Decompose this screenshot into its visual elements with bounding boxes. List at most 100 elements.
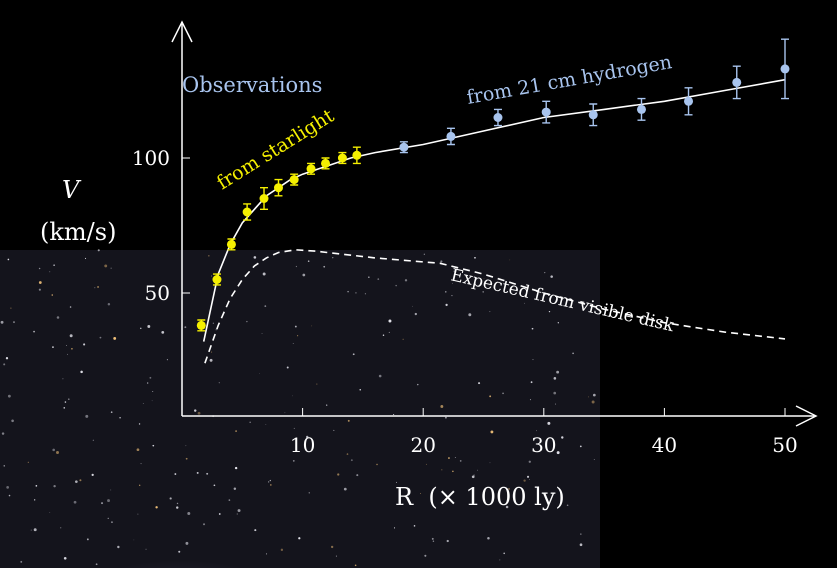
- star: [99, 336, 102, 339]
- star: [376, 463, 378, 466]
- star: [423, 253, 425, 255]
- star: [20, 560, 23, 563]
- star: [38, 267, 41, 270]
- star: [11, 419, 14, 423]
- y-tick-label: 50: [145, 281, 170, 305]
- data-point: [446, 131, 456, 141]
- star: [228, 499, 231, 501]
- star: [396, 481, 398, 483]
- star: [411, 305, 413, 307]
- star: [149, 376, 152, 379]
- star: [347, 290, 349, 293]
- star: [38, 281, 42, 284]
- star: [489, 311, 491, 313]
- y-axis-unit: (km/s): [40, 218, 116, 246]
- star: [56, 451, 59, 455]
- star: [452, 282, 454, 284]
- star: [326, 404, 328, 406]
- data-point: [242, 207, 252, 217]
- star: [323, 265, 326, 268]
- star: [178, 550, 181, 553]
- star: [477, 469, 479, 471]
- annotation-observations: Observations: [182, 73, 322, 97]
- star: [35, 484, 38, 487]
- star: [53, 264, 55, 266]
- star: [13, 321, 15, 324]
- star: [572, 352, 574, 355]
- x-tick-label: 20: [410, 433, 435, 457]
- star: [532, 358, 534, 361]
- star: [138, 423, 141, 425]
- star: [499, 559, 501, 561]
- star: [97, 286, 99, 288]
- star: [140, 327, 142, 330]
- star: [262, 272, 266, 276]
- star: [84, 257, 87, 259]
- star: [395, 284, 397, 287]
- star: [302, 273, 306, 277]
- data-point: [337, 153, 347, 163]
- star: [233, 487, 237, 490]
- star: [307, 260, 310, 262]
- star: [155, 506, 158, 509]
- star: [30, 529, 32, 531]
- star: [107, 517, 109, 520]
- star: [388, 331, 390, 333]
- star: [524, 302, 525, 304]
- star: [530, 381, 533, 384]
- star: [483, 493, 485, 495]
- star: [218, 382, 220, 384]
- star: [213, 484, 216, 487]
- star: [269, 479, 272, 482]
- star: [557, 322, 559, 324]
- star: [445, 303, 448, 307]
- star: [346, 453, 349, 455]
- star: [333, 429, 335, 431]
- star: [402, 338, 404, 340]
- star: [246, 320, 248, 323]
- star: [147, 325, 151, 328]
- star: [5, 357, 9, 360]
- annotation-hydrogen: from 21 cm hydrogen: [465, 51, 673, 109]
- star: [203, 523, 206, 526]
- star: [330, 545, 334, 549]
- star: [523, 479, 526, 482]
- star: [529, 479, 530, 480]
- star: [85, 414, 89, 418]
- star: [110, 411, 113, 413]
- x-axis-arrow: [795, 405, 818, 427]
- star: [561, 436, 564, 439]
- star: [161, 330, 165, 334]
- star: [111, 521, 113, 524]
- star: [137, 513, 139, 515]
- star: [33, 528, 37, 532]
- star: [377, 278, 380, 280]
- star: [425, 463, 427, 465]
- star: [259, 373, 260, 374]
- star: [139, 484, 141, 486]
- star: [350, 459, 353, 462]
- star: [56, 316, 60, 319]
- star: [337, 473, 340, 476]
- star: [8, 494, 11, 497]
- star: [355, 292, 357, 294]
- star: [364, 293, 367, 295]
- data-point: [226, 239, 236, 249]
- y-tick-label: 100: [132, 146, 170, 170]
- star: [152, 391, 154, 393]
- star: [453, 270, 456, 272]
- star: [265, 424, 267, 426]
- star: [503, 552, 505, 555]
- star: [489, 462, 491, 464]
- star: [413, 525, 416, 527]
- star: [196, 471, 199, 474]
- star: [356, 474, 359, 477]
- axes: 10 20 30 40 50 50 100: [132, 20, 818, 457]
- star: [453, 279, 455, 282]
- star: [97, 249, 100, 252]
- star: [235, 430, 237, 432]
- star: [266, 553, 268, 555]
- star: [73, 500, 77, 504]
- star: [142, 403, 144, 404]
